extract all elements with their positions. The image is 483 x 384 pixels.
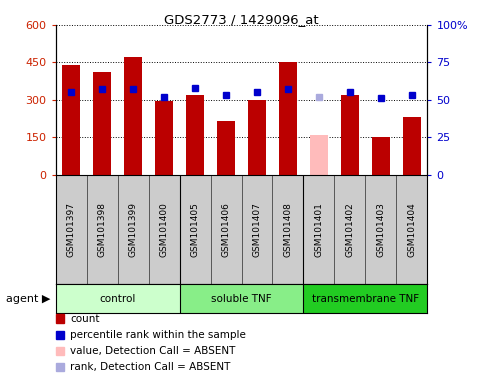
Bar <box>124 57 142 175</box>
Text: count: count <box>70 314 99 324</box>
Bar <box>62 65 80 175</box>
Bar <box>341 95 359 175</box>
Bar <box>372 137 390 175</box>
Bar <box>155 101 173 175</box>
Text: GSM101398: GSM101398 <box>98 202 107 257</box>
Text: GSM101402: GSM101402 <box>345 202 355 257</box>
Bar <box>248 100 266 175</box>
Text: agent ▶: agent ▶ <box>6 293 51 304</box>
Text: soluble TNF: soluble TNF <box>211 293 272 304</box>
Text: GSM101401: GSM101401 <box>314 202 324 257</box>
Text: GSM101399: GSM101399 <box>128 202 138 257</box>
Text: transmembrane TNF: transmembrane TNF <box>312 293 419 304</box>
Text: GSM101407: GSM101407 <box>253 202 261 257</box>
Text: rank, Detection Call = ABSENT: rank, Detection Call = ABSENT <box>70 362 230 372</box>
Text: control: control <box>99 293 136 304</box>
Bar <box>279 62 297 175</box>
Bar <box>310 135 328 175</box>
Bar <box>93 72 112 175</box>
Text: GSM101397: GSM101397 <box>67 202 75 257</box>
Text: value, Detection Call = ABSENT: value, Detection Call = ABSENT <box>70 346 235 356</box>
Bar <box>217 121 235 175</box>
Text: GSM101405: GSM101405 <box>190 202 199 257</box>
Text: GSM101403: GSM101403 <box>376 202 385 257</box>
Text: GDS2773 / 1429096_at: GDS2773 / 1429096_at <box>164 13 319 26</box>
Bar <box>303 284 427 313</box>
Bar <box>186 95 204 175</box>
Text: GSM101400: GSM101400 <box>159 202 169 257</box>
Bar <box>403 117 421 175</box>
Text: GSM101408: GSM101408 <box>284 202 293 257</box>
Text: percentile rank within the sample: percentile rank within the sample <box>70 330 246 340</box>
Text: GSM101404: GSM101404 <box>408 202 416 257</box>
Bar <box>180 284 303 313</box>
Text: GSM101406: GSM101406 <box>222 202 230 257</box>
Bar <box>56 284 180 313</box>
